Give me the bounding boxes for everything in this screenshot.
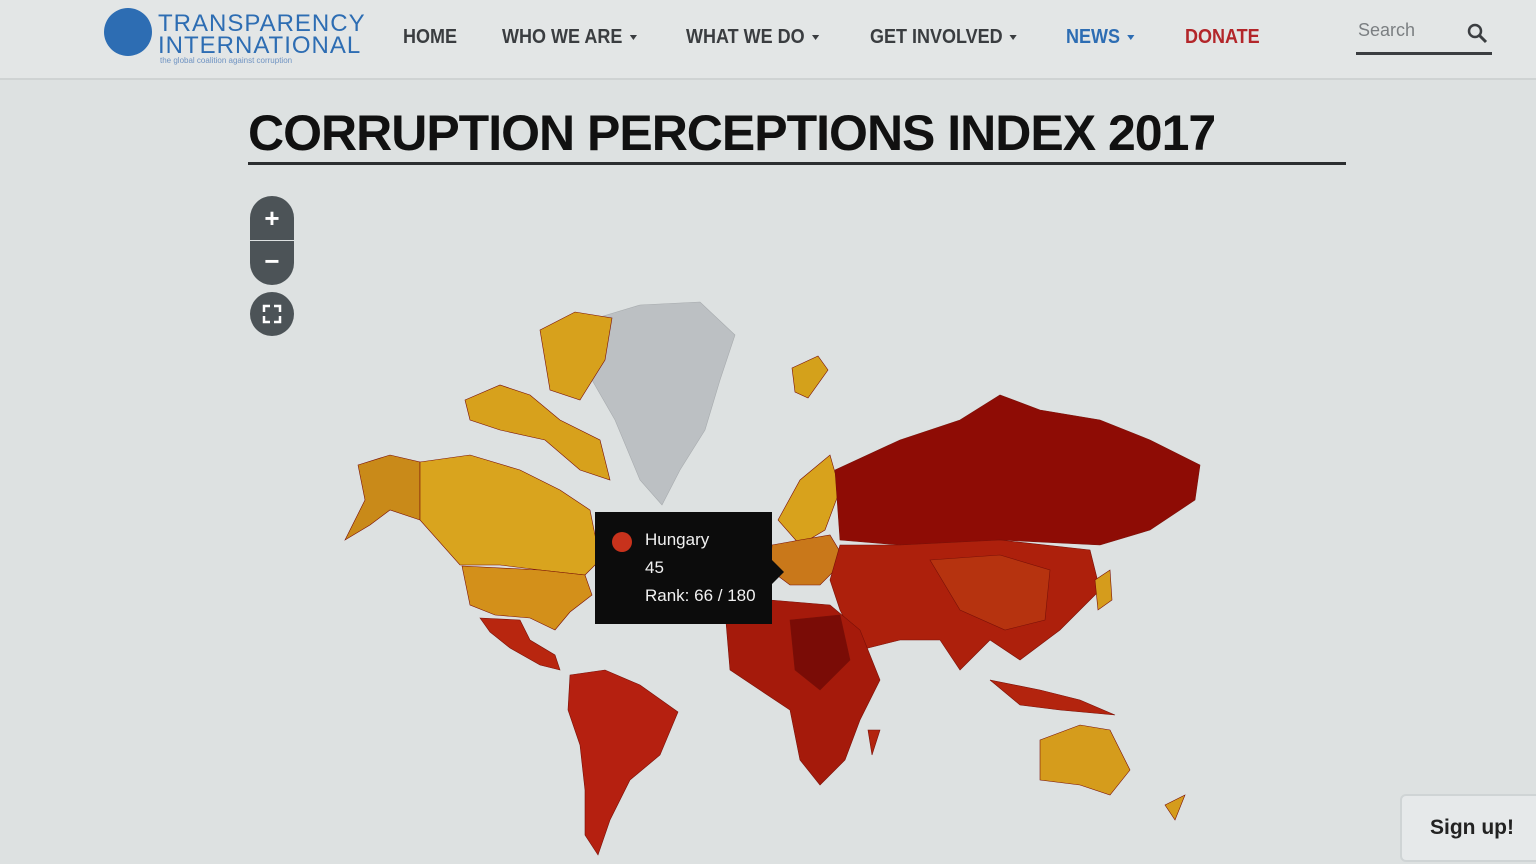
page-title: CORRUPTION PERCEPTIONS INDEX 2017 [248,104,1346,165]
logo-text[interactable]: TRANSPARENCY [158,10,366,37]
central-africa[interactable] [789,614,851,691]
russia[interactable] [834,394,1201,546]
tooltip-rank: Rank: 66 / 180 [645,586,756,605]
header: TRANSPARENCY INTERNATIONAL the global co… [0,0,1536,80]
map-tooltip: Hungary 45 Rank: 66 / 180 [595,512,784,624]
search-box[interactable]: Search [1356,18,1492,55]
canada[interactable] [419,454,601,576]
scandinavia[interactable] [777,454,841,546]
southeast-asia[interactable] [989,679,1116,716]
nav-link[interactable]: NEWS [1066,26,1134,49]
australia[interactable] [1039,724,1131,796]
nav-link[interactable]: WHAT WE DO [686,26,819,49]
usa[interactable] [461,565,593,631]
tooltip-score: 45 [645,558,664,577]
africa[interactable] [724,599,881,786]
china[interactable] [929,554,1051,631]
tooltip-country: Hungary [645,530,710,549]
alaska[interactable] [344,454,421,541]
logo-text[interactable]: INTERNATIONAL [158,32,362,59]
signup-button[interactable]: Sign up! [1400,794,1536,862]
nav-link[interactable]: GET INVOLVED [870,26,1017,49]
new-zealand[interactable] [1164,794,1186,821]
madagascar[interactable] [867,729,881,756]
south-america[interactable] [567,669,679,856]
fullscreen-button[interactable] [250,292,294,336]
nav-link[interactable]: DONATE [1185,26,1260,48]
asia[interactable] [829,539,1101,671]
arctic-islands[interactable] [464,311,613,481]
logo-tagline: the global coalition against corruption [160,56,293,65]
nav-link[interactable]: WHO WE ARE [502,26,637,49]
greenland[interactable] [589,301,736,506]
central-america[interactable] [479,617,561,671]
signup-label: Sign up! [1430,816,1514,839]
iceland[interactable] [791,355,829,399]
fullscreen-icon [262,304,282,324]
logo-icon[interactable] [104,8,152,56]
japan[interactable] [1094,569,1113,611]
search-placeholder: Search [1358,20,1416,40]
nav-link[interactable]: HOME [403,26,457,48]
tooltip-color-dot [612,532,632,552]
zoom-out[interactable]: − [250,241,294,285]
zoom-in[interactable]: + [250,196,294,240]
search-icon[interactable] [1466,22,1490,46]
